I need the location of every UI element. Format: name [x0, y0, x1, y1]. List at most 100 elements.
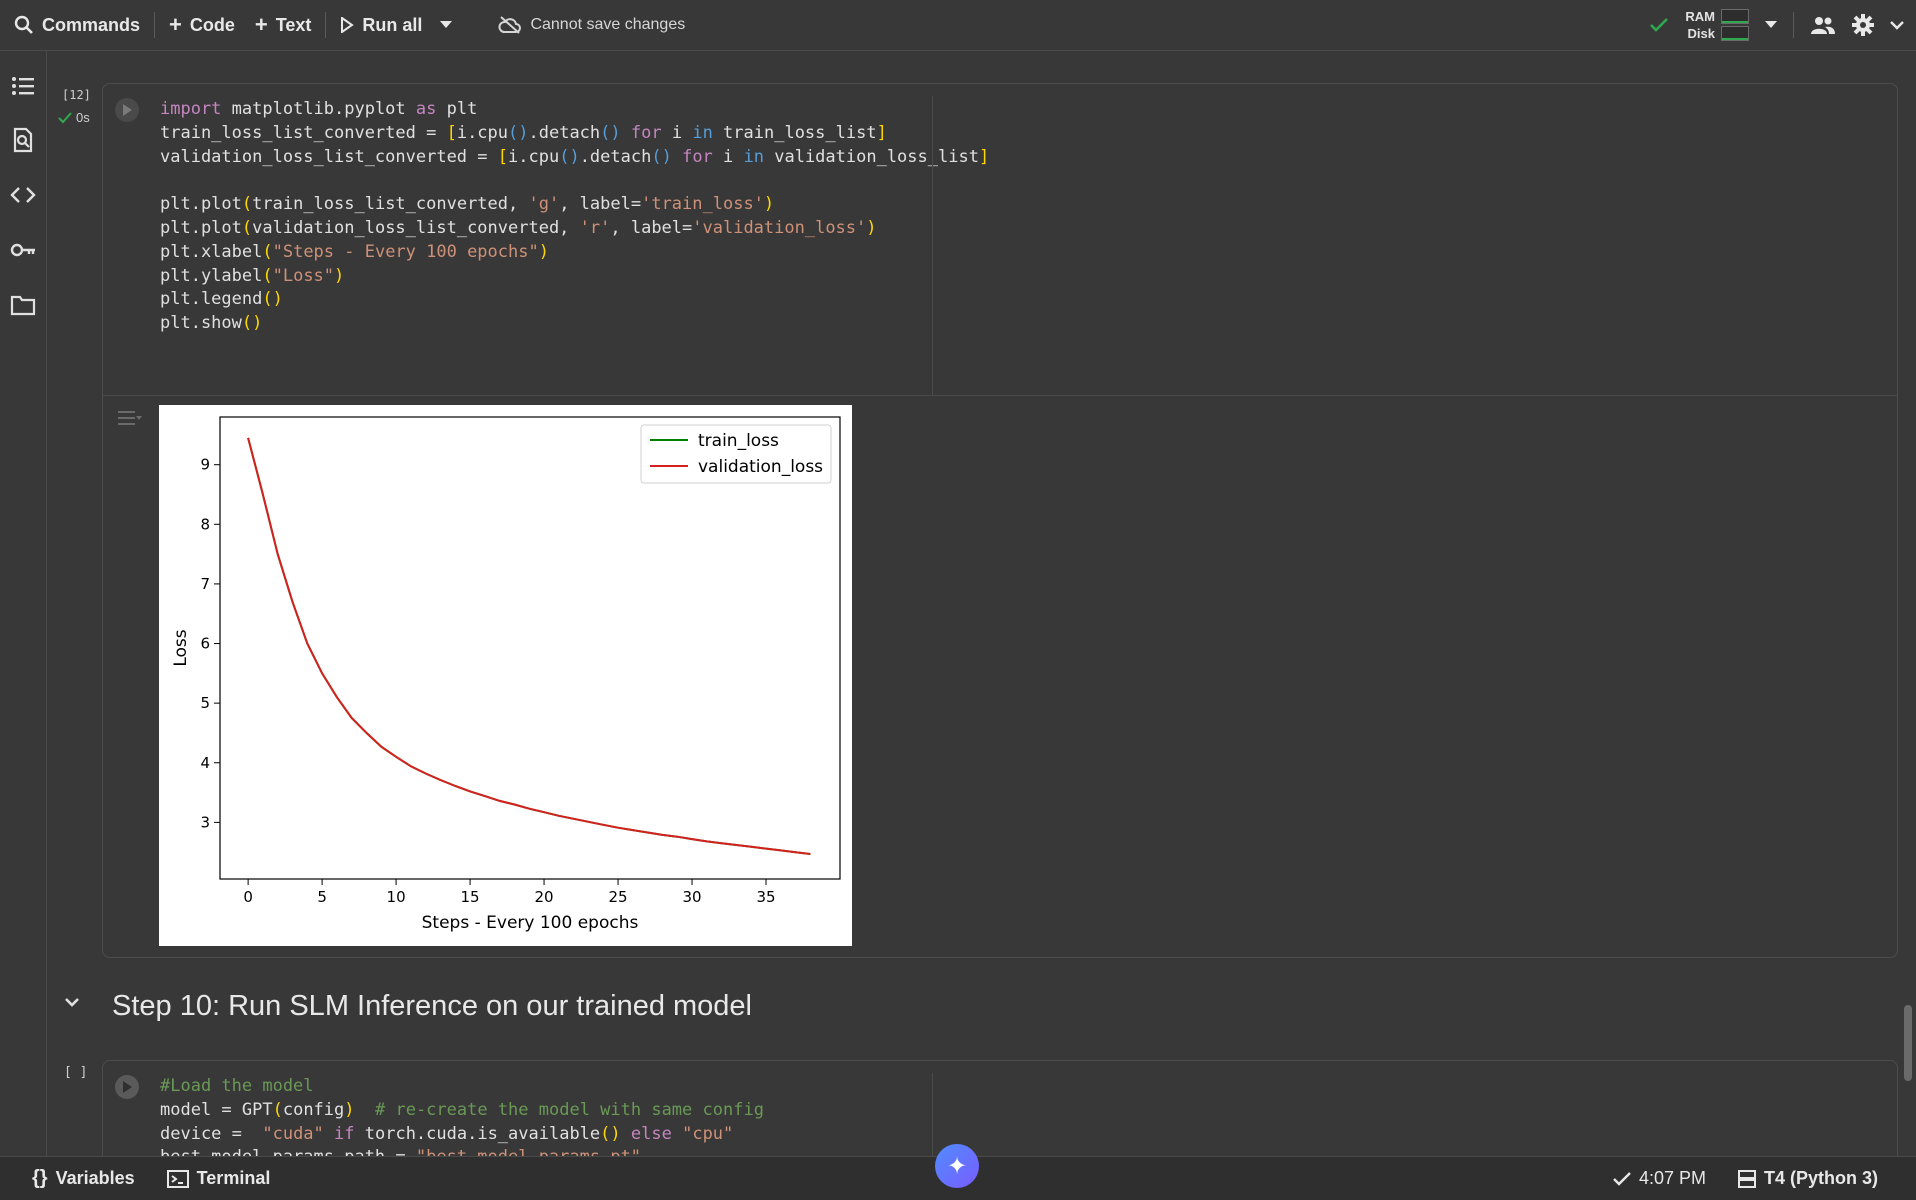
toolbar-divider	[154, 12, 156, 38]
legend-label-train: train_loss	[698, 431, 779, 451]
series-line-validation-loss	[247, 437, 811, 855]
disk-bar	[1721, 26, 1749, 41]
status-time: 4:07 PM	[1638, 1168, 1706, 1188]
x-tick-label: 20	[535, 888, 554, 906]
check-icon	[1613, 1171, 1631, 1186]
execution-time-label: 0s	[76, 110, 90, 125]
add-code-label: Code	[189, 14, 235, 35]
code-text[interactable]: #Load the model model = GPT(config) # re…	[160, 1075, 764, 1170]
code-line: plt.legend()	[160, 289, 283, 310]
resource-monitor[interactable]: RAM Disk	[1685, 9, 1749, 41]
y-tick-label: 7	[200, 575, 210, 593]
left-rail	[0, 51, 47, 1156]
add-code-button[interactable]: + Code	[159, 8, 245, 42]
cloud-off-icon	[498, 16, 522, 34]
execution-status[interactable]: 4:07 PM	[1597, 1168, 1722, 1189]
loss-chart: 0 5 10 15 20 25 30 35 3 4 5 6 7 8 9 Steps - Every 100…	[159, 405, 852, 946]
search-icon	[14, 15, 33, 34]
x-tick-label: 15	[461, 888, 480, 906]
code-line: model = GPT(config) # re-create the mode…	[160, 1099, 764, 1120]
x-tick-label: 25	[608, 888, 627, 906]
add-text-button[interactable]: + Text	[245, 8, 322, 42]
connected-check-icon	[1650, 18, 1669, 32]
run-cell-button[interactable]	[115, 1075, 139, 1099]
ruler-line	[932, 1073, 933, 1181]
x-tick-label: 5	[317, 888, 327, 906]
variables-label: Variables	[55, 1168, 135, 1188]
disk-label: Disk	[1687, 26, 1715, 41]
y-axis-label: Loss	[171, 629, 191, 666]
terminal-label: Terminal	[196, 1168, 271, 1188]
code-line: plt.plot(validation_loss_list_converted,…	[160, 217, 877, 238]
plus-icon: +	[169, 12, 182, 37]
runtime-label: T4 (Python 3)	[1763, 1168, 1878, 1188]
code-line: #Load the model	[160, 1076, 314, 1096]
code-line: plt.plot(train_loss_list_converted, 'g',…	[160, 194, 775, 215]
code-text[interactable]: import matplotlib.pyplot as plt train_lo…	[160, 98, 989, 336]
y-tick-label: 5	[200, 694, 210, 712]
variables-button[interactable]: {} Variables	[0, 1167, 151, 1190]
collapse-section-icon[interactable]	[64, 998, 80, 1008]
commands-label: Commands	[42, 14, 141, 35]
run-cell-button[interactable]	[115, 98, 139, 122]
run-all-label: Run all	[362, 14, 423, 35]
play-icon	[341, 17, 355, 33]
y-tick-label: 4	[200, 754, 210, 772]
code-line: plt.ylabel("Loss")	[160, 265, 345, 286]
sparkle-icon: ✦	[946, 1152, 968, 1180]
axes-frame	[219, 416, 841, 880]
x-tick-label: 30	[682, 888, 701, 906]
play-icon	[123, 1081, 132, 1093]
x-tick-label: 0	[243, 888, 253, 906]
success-check-icon	[58, 111, 72, 123]
add-text-label: Text	[275, 14, 312, 35]
legend: train_loss validation_loss	[640, 424, 832, 484]
toolbar-divider	[325, 12, 327, 38]
chevron-down-icon[interactable]	[1890, 20, 1904, 30]
code-cell[interactable]: #Load the model model = GPT(config) # re…	[102, 1060, 1898, 1182]
legend-label-validation: validation_loss	[698, 457, 823, 477]
x-axis-label: Steps - Every 100 epochs	[422, 913, 639, 933]
code-snippets-icon[interactable]	[10, 182, 36, 208]
ram-bar	[1721, 9, 1749, 24]
find-replace-icon[interactable]	[10, 127, 36, 153]
execution-time: 0s	[58, 110, 90, 125]
share-people-icon[interactable]	[1810, 15, 1836, 35]
caret-down-icon	[440, 21, 453, 28]
top-toolbar: Commands + Code + Text Run all Cannot sa…	[0, 0, 1916, 51]
ram-label: RAM	[1685, 9, 1715, 24]
run-all-button[interactable]: Run all	[330, 8, 432, 42]
code-editor[interactable]: import matplotlib.pyplot as plt train_lo…	[103, 84, 1897, 396]
braces-icon: {}	[32, 1167, 48, 1189]
ruler-line	[932, 96, 933, 395]
play-icon	[123, 104, 132, 116]
terminal-button[interactable]: Terminal	[151, 1168, 287, 1189]
run-all-dropdown[interactable]	[432, 8, 460, 42]
terminal-icon	[166, 1169, 189, 1188]
plus-icon: +	[254, 12, 268, 37]
runtime-dropdown-icon[interactable]	[1765, 21, 1777, 29]
runtime-button[interactable]: T4 (Python 3)	[1722, 1168, 1916, 1189]
y-tick-label: 3	[200, 813, 210, 831]
scrollbar-thumb[interactable]	[1904, 1005, 1912, 1081]
folder-icon[interactable]	[10, 292, 36, 318]
y-tick-label: 8	[200, 515, 210, 533]
gemini-button[interactable]: ✦	[935, 1144, 979, 1188]
output-actions-icon[interactable]	[117, 409, 143, 427]
section-heading: Step 10: Run SLM Inference on our traine…	[112, 990, 752, 1022]
code-line: validation_loss_list_converted = [i.cpu(…	[160, 146, 990, 167]
code-line: train_loss_list_converted = [i.cpu().det…	[160, 122, 887, 143]
runtime-icon	[1737, 1169, 1756, 1188]
save-status[interactable]: Cannot save changes	[488, 8, 695, 42]
code-cell[interactable]: import matplotlib.pyplot as plt train_lo…	[102, 83, 1898, 958]
code-line: plt.xlabel("Steps - Every 100 epochs")	[160, 241, 549, 262]
execution-count: [ ]	[64, 1065, 88, 1080]
gear-icon[interactable]	[1852, 14, 1874, 36]
y-tick-label: 9	[200, 456, 210, 474]
table-of-contents-icon[interactable]	[10, 73, 36, 99]
code-line: plt.show()	[160, 313, 263, 334]
save-status-label: Cannot save changes	[530, 16, 686, 33]
commands-button[interactable]: Commands	[4, 8, 150, 42]
key-icon[interactable]	[10, 237, 36, 263]
x-tick-label: 10	[387, 888, 406, 906]
